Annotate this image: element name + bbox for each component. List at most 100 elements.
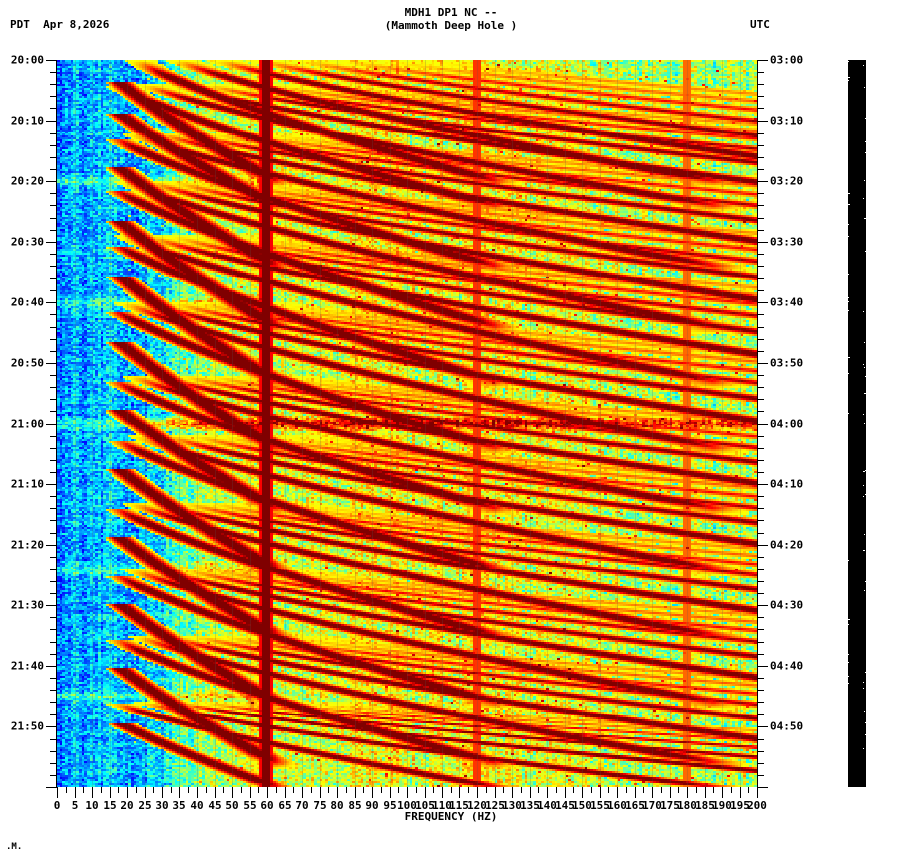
axis-tick xyxy=(696,787,697,793)
axis-tick xyxy=(50,593,57,594)
axis-tick xyxy=(757,593,764,594)
axis-tick xyxy=(512,787,513,798)
axis-tick xyxy=(757,763,764,764)
sidebar-amplitude-strip xyxy=(848,60,866,787)
axis-tick xyxy=(302,787,303,798)
axis-tick xyxy=(197,787,198,798)
axis-tick xyxy=(626,787,627,793)
axis-tick-label-pdt: 21:10 xyxy=(10,477,44,491)
axis-tick xyxy=(153,787,154,793)
axis-tick xyxy=(757,363,768,364)
axis-tick xyxy=(757,436,764,437)
spectrogram-plot xyxy=(57,60,757,787)
axis-tick-label-pdt: 21:50 xyxy=(10,719,44,733)
axis-tick xyxy=(50,472,57,473)
axis-tick xyxy=(267,787,268,798)
axis-tick xyxy=(757,157,764,158)
axis-tick xyxy=(757,496,764,497)
axis-tick xyxy=(50,702,57,703)
axis-tick-label-frequency: 90 xyxy=(365,799,379,812)
axis-tick xyxy=(50,205,57,206)
axis-tick-label-frequency: 85 xyxy=(348,799,362,812)
axis-tick-label-pdt: 20:10 xyxy=(10,114,44,128)
axis-tick-label-utc: 03:40 xyxy=(770,295,804,309)
axis-tick-label-frequency: 120 xyxy=(467,799,487,812)
axis-tick xyxy=(46,726,57,727)
axis-tick xyxy=(757,460,764,461)
axis-tick xyxy=(50,108,57,109)
axis-tick xyxy=(757,520,764,521)
axis-tick-label-pdt: 20:20 xyxy=(10,174,44,188)
axis-tick xyxy=(608,787,609,793)
axis-tick-label-utc: 04:00 xyxy=(770,417,804,431)
axis-tick xyxy=(46,666,57,667)
axis-tick-label-frequency: 140 xyxy=(537,799,557,812)
axis-tick-label-frequency: 185 xyxy=(695,799,715,812)
axis-tick xyxy=(118,787,119,793)
axis-tick xyxy=(757,121,768,122)
axis-tick xyxy=(46,484,57,485)
axis-tick xyxy=(495,787,496,798)
axis-tick-label-pdt: 21:00 xyxy=(10,417,44,431)
axis-tick xyxy=(757,557,764,558)
axis-tick xyxy=(50,739,57,740)
axis-tick-label-frequency: 5 xyxy=(71,799,79,812)
axis-tick xyxy=(757,145,764,146)
axis-tick xyxy=(617,787,618,798)
axis-tick xyxy=(50,375,57,376)
axis-tick xyxy=(50,642,57,643)
axis-tick-label-utc: 03:50 xyxy=(770,356,804,370)
axis-tick-label-frequency: 60 xyxy=(260,799,274,812)
axis-tick xyxy=(50,714,57,715)
axis-tick-label-pdt: 20:40 xyxy=(10,295,44,309)
axis-tick xyxy=(740,787,741,798)
axis-tick xyxy=(757,787,758,798)
axis-tick xyxy=(50,327,57,328)
axis-tick-label-pdt: 20:50 xyxy=(10,356,44,370)
axis-tick xyxy=(757,751,764,752)
axis-tick xyxy=(136,787,137,793)
axis-tick xyxy=(346,787,347,793)
axis-tick xyxy=(635,787,636,798)
axis-tick-label-utc: 04:20 xyxy=(770,538,804,552)
axis-tick xyxy=(757,242,768,243)
axis-tick-label-frequency: 170 xyxy=(642,799,662,812)
axis-tick xyxy=(757,266,764,267)
axis-tick xyxy=(678,787,679,793)
frequency-axis: 0 5 10 15 20 25 30 35 40 45 50 55 60 65 70 75 80 85 90 95 10… xyxy=(54,787,767,827)
axis-tick xyxy=(232,787,233,798)
axis-tick xyxy=(46,302,57,303)
time-axis-pdt: 20:00 20:10 20:20 20:30 20:40 20:50 21:00 21:10… xyxy=(0,54,57,788)
axis-tick xyxy=(757,775,764,776)
axis-tick xyxy=(50,448,57,449)
axis-tick xyxy=(215,787,216,798)
axis-tick xyxy=(757,351,764,352)
axis-tick xyxy=(46,242,57,243)
axis-tick-label-utc: 03:20 xyxy=(770,174,804,188)
axis-tick xyxy=(757,569,764,570)
axis-tick xyxy=(328,787,329,793)
axis-tick xyxy=(50,581,57,582)
axis-tick-label-frequency: 70 xyxy=(295,799,309,812)
axis-tick xyxy=(83,787,84,793)
axis-tick xyxy=(50,314,57,315)
axis-tick xyxy=(757,508,764,509)
axis-tick xyxy=(171,787,172,793)
spectrogram-canvas xyxy=(57,60,757,787)
axis-tick-label-frequency: 115 xyxy=(449,799,469,812)
header-left-timezone-date: PDT Apr 8,2026 xyxy=(10,18,110,31)
axis-tick xyxy=(50,678,57,679)
axis-tick xyxy=(573,787,574,793)
axis-tick xyxy=(50,399,57,400)
axis-tick xyxy=(390,787,391,798)
axis-tick xyxy=(320,787,321,798)
axis-tick-label-pdt: 21:40 xyxy=(10,659,44,673)
axis-tick-label-frequency: 155 xyxy=(590,799,610,812)
axis-tick xyxy=(652,787,653,798)
axis-tick xyxy=(547,787,548,798)
axis-tick xyxy=(250,787,251,798)
axis-tick xyxy=(50,290,57,291)
axis-tick xyxy=(757,448,764,449)
axis-tick xyxy=(50,266,57,267)
axis-tick xyxy=(50,520,57,521)
